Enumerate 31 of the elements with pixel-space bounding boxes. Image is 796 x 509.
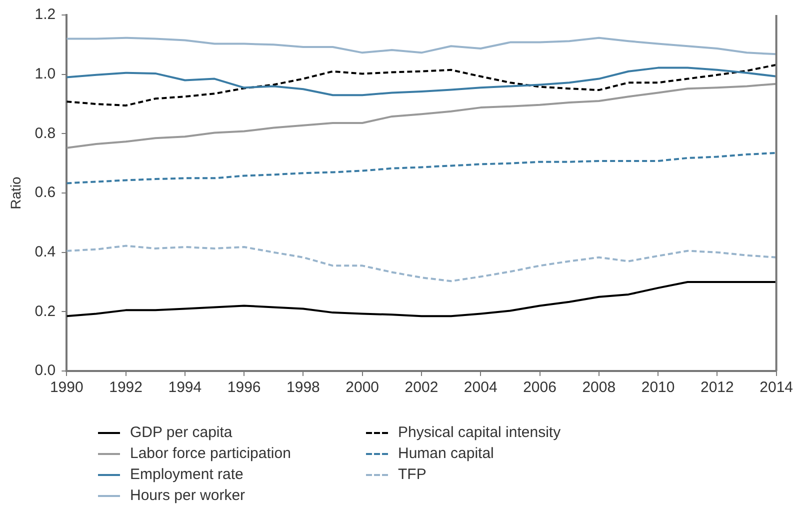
x-tick-label: 1998 (286, 379, 320, 396)
x-tick-label: 2010 (641, 379, 675, 396)
y-axis-title: Ratio (7, 176, 24, 210)
line-series (66, 244, 776, 282)
line-series (66, 64, 776, 106)
x-tick-label: 1990 (50, 379, 84, 396)
legend-label: Physical capital intensity (398, 424, 561, 441)
legend-label: Labor force participation (130, 445, 291, 462)
y-tick-label: 0.4 (34, 243, 56, 260)
legend-label: Human capital (398, 445, 494, 462)
legend-label: Employment rate (130, 466, 244, 483)
legend-label: GDP per capita (130, 424, 232, 441)
x-tick-label: 2012 (700, 379, 734, 396)
y-tick-label: 0.0 (34, 362, 56, 380)
x-tick-label: 2014 (760, 379, 794, 396)
line-series (66, 152, 776, 184)
y-tick-label: 1.2 (34, 6, 56, 24)
legend-label: Hours per worker (130, 487, 246, 504)
x-tick-label: 1994 (168, 379, 202, 396)
x-tick-label: 1996 (227, 379, 261, 396)
x-tick-label: 1992 (109, 379, 142, 396)
y-tick-label: 0.8 (34, 124, 56, 142)
x-tick-label: 2006 (523, 379, 556, 396)
x-tick-label: 2002 (404, 379, 438, 396)
legend-label: TFP (398, 466, 426, 483)
x-tick-label: 2004 (464, 379, 498, 396)
x-tick-label: 2008 (582, 379, 616, 396)
x-tick-label: 2000 (346, 379, 380, 396)
y-tick-label: 0.6 (34, 184, 56, 202)
y-tick-label: 0.2 (34, 302, 56, 320)
y-tick-label: 1.0 (34, 65, 56, 82)
